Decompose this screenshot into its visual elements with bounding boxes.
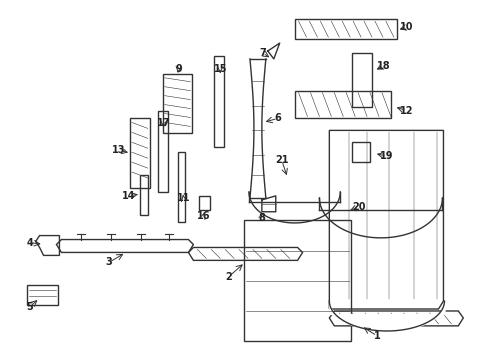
Text: 7: 7 bbox=[260, 48, 266, 58]
Text: 14: 14 bbox=[122, 191, 136, 201]
Text: 21: 21 bbox=[275, 155, 289, 165]
Text: 1: 1 bbox=[373, 331, 380, 341]
Bar bbox=[214, 56, 224, 147]
Text: 16: 16 bbox=[196, 211, 210, 221]
Bar bbox=[199, 196, 210, 210]
Text: 5: 5 bbox=[26, 302, 33, 312]
Text: 9: 9 bbox=[175, 64, 182, 74]
Bar bbox=[177, 152, 185, 222]
Text: 3: 3 bbox=[106, 257, 112, 267]
Text: 13: 13 bbox=[112, 145, 126, 155]
Text: 17: 17 bbox=[157, 118, 171, 129]
Bar bbox=[26, 285, 58, 305]
Bar bbox=[352, 53, 372, 107]
Bar bbox=[130, 118, 150, 188]
Bar bbox=[352, 142, 370, 162]
Text: 19: 19 bbox=[380, 151, 393, 161]
Text: 2: 2 bbox=[225, 272, 231, 282]
Text: 15: 15 bbox=[214, 64, 227, 74]
Text: 4: 4 bbox=[26, 238, 33, 248]
Bar bbox=[294, 19, 397, 39]
Text: 10: 10 bbox=[400, 22, 414, 32]
Bar bbox=[294, 91, 391, 118]
Text: 12: 12 bbox=[400, 105, 414, 116]
Text: 20: 20 bbox=[352, 202, 366, 212]
Text: 6: 6 bbox=[274, 113, 281, 123]
Bar bbox=[244, 220, 351, 341]
Bar bbox=[163, 74, 193, 133]
Text: 11: 11 bbox=[177, 193, 190, 203]
Bar bbox=[140, 175, 148, 215]
Bar bbox=[158, 111, 168, 192]
Text: 8: 8 bbox=[258, 213, 265, 223]
Text: 18: 18 bbox=[377, 61, 391, 71]
